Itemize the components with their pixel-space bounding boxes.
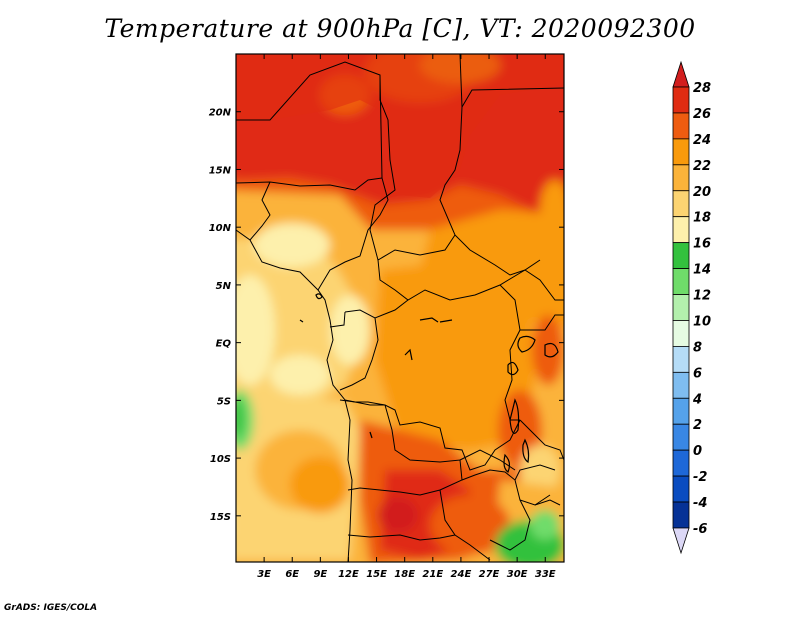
lat-tick-label: 10N — [209, 223, 232, 234]
colorbar-over-triangle — [672, 60, 690, 88]
lon-tick-label: 9E — [313, 569, 327, 580]
colorbar-swatch — [672, 164, 690, 192]
colorbar-label: 6 — [693, 366, 702, 381]
temperature-field — [236, 54, 564, 562]
colorbar-swatch — [672, 242, 690, 269]
lon-tick-label: 6E — [285, 569, 299, 580]
axis-ticks — [236, 54, 564, 562]
colorbar-label: 20 — [693, 185, 711, 200]
lat-tick-label: 5S — [217, 396, 231, 407]
colorbar-label: 10 — [693, 314, 711, 329]
colorbar-label: -4 — [693, 496, 707, 511]
map-title: Temperature at 900hPa [C], VT: 202009230… — [104, 14, 696, 43]
colorbar-under-triangle — [672, 527, 690, 555]
colorbar-swatch — [672, 345, 690, 373]
colorbar-swatch — [672, 320, 690, 347]
colorbar-swatch — [672, 449, 690, 477]
colorbar-swatch — [672, 138, 690, 166]
colorbar-swatch — [672, 268, 690, 295]
lon-tick-label: 18E — [394, 569, 415, 580]
lon-tick-label: 15E — [366, 569, 387, 580]
colorbar-label: 2 — [693, 418, 702, 433]
colorbar-swatch — [672, 371, 690, 399]
lake-outlines — [299, 293, 559, 473]
colorbar-swatch — [672, 423, 690, 451]
lon-tick-label: 33E — [535, 569, 556, 580]
colorbar-label: 22 — [693, 159, 711, 174]
lat-tick-label: EQ — [216, 339, 232, 350]
colorbar-label: 0 — [693, 444, 702, 459]
map-frame — [235, 53, 565, 563]
colorbar-swatch — [672, 475, 690, 503]
colorbar-label: -2 — [693, 470, 707, 485]
lon-tick-label: 27E — [479, 569, 500, 580]
colorbar-label: 18 — [693, 211, 711, 226]
colorbar-label: 12 — [693, 289, 711, 304]
lat-tick-label: 15N — [209, 165, 232, 176]
lat-tick-label: 15S — [210, 512, 231, 523]
lat-tick-label: 20N — [209, 108, 232, 119]
colorbar-swatch — [672, 501, 690, 529]
colorbar-swatch — [672, 190, 690, 218]
lon-tick-label: 21E — [422, 569, 443, 580]
colorbar-label: 24 — [693, 133, 711, 148]
colorbar-swatch — [672, 294, 690, 321]
lon-tick-label: 3E — [257, 569, 271, 580]
colorbar-label: 4 — [692, 392, 702, 407]
lat-tick-label: 10S — [210, 454, 231, 465]
colorbar-swatch — [672, 86, 690, 114]
country-borders — [236, 54, 564, 562]
colorbar-swatch — [672, 112, 690, 140]
lat-tick-label: 5N — [216, 281, 232, 292]
colorbar-swatch — [672, 397, 690, 425]
lon-tick-label: 12E — [338, 569, 359, 580]
colorbar-label: -6 — [693, 522, 707, 537]
grads-credit: GrADS: IGES/COLA — [4, 603, 98, 613]
colorbar-label: 28 — [693, 81, 711, 96]
colorbar-label: 8 — [693, 340, 702, 355]
axis-tick-labels: 20N 15N 10N 5N EQ 5S 10S 15S 3E 6E 9E 12E 15E 18E 21E 2… — [209, 108, 556, 580]
colorbar-label: 14 — [693, 263, 711, 278]
lon-tick-label: 30E — [507, 569, 528, 580]
lon-tick-label: 24E — [451, 569, 472, 580]
colorbar-label: 16 — [693, 237, 711, 252]
colorbar-swatch — [672, 216, 690, 244]
colorbar-label: 26 — [693, 107, 711, 122]
